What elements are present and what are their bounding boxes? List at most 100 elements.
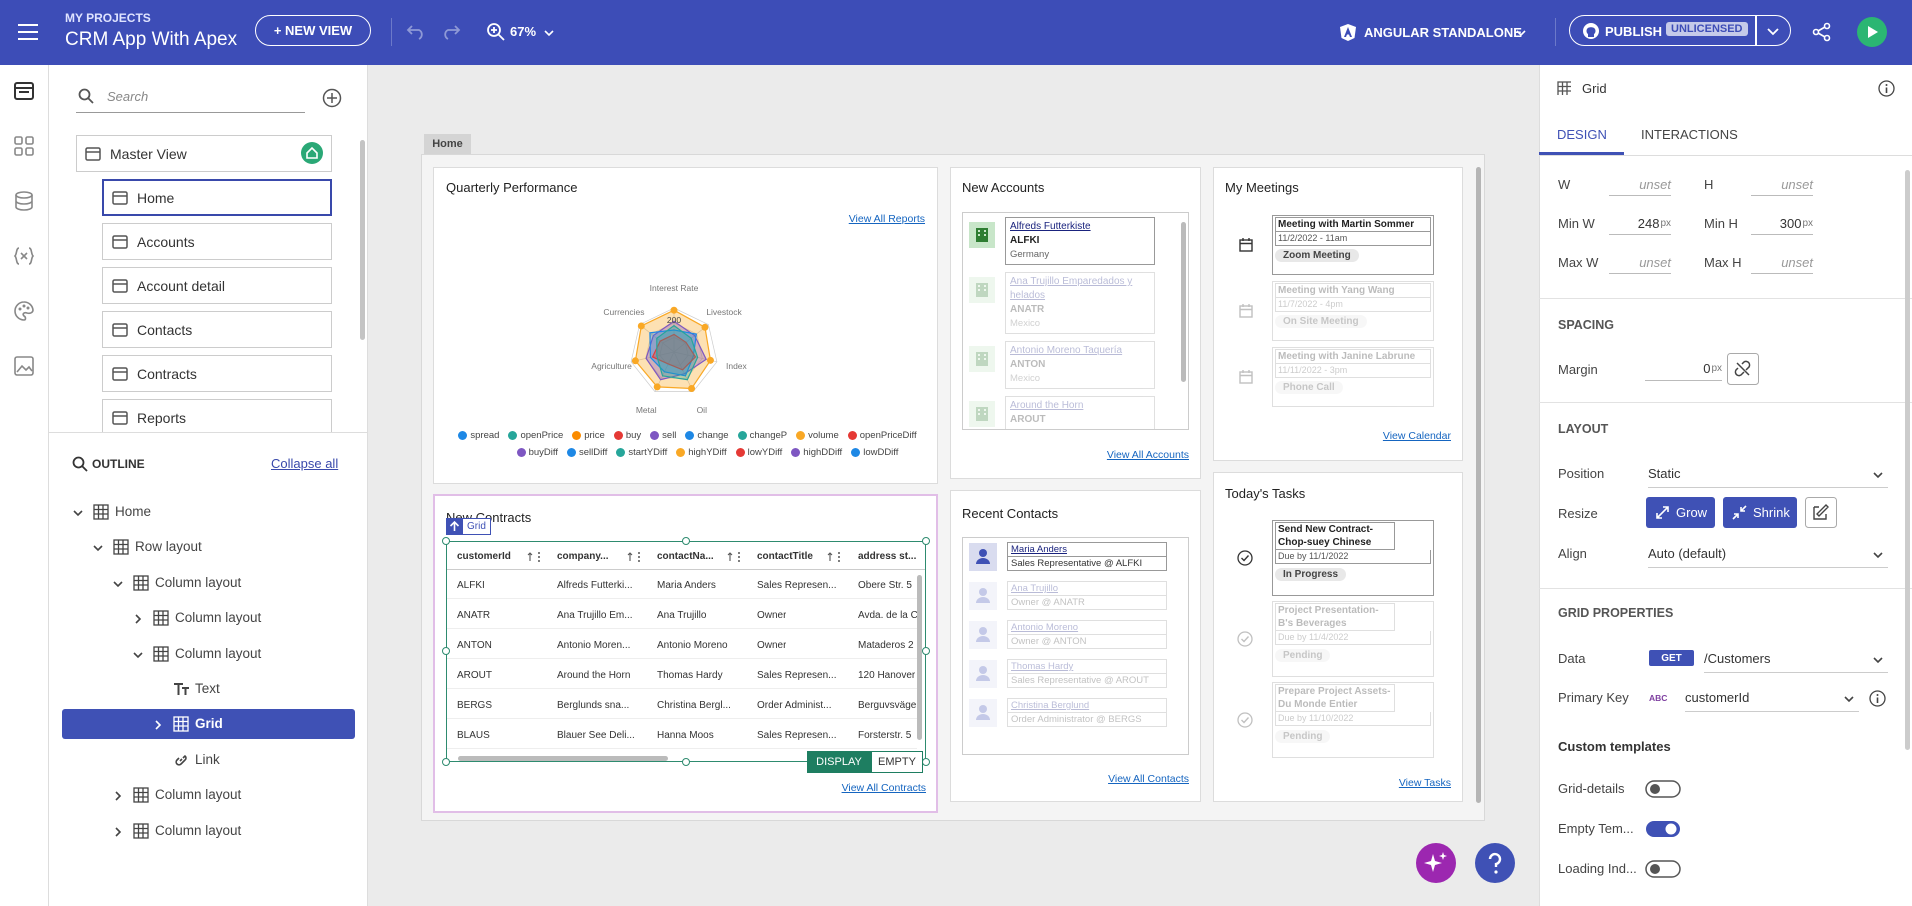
framework-chevron[interactable]: [1515, 26, 1527, 38]
margin-input[interactable]: 0 px: [1645, 357, 1722, 381]
grid-cell[interactable]: 120 Hanover: [858, 670, 916, 681]
grid-cell[interactable]: ALFKI: [457, 580, 485, 591]
select-box[interactable]: [1648, 542, 1888, 568]
zoom-chevron[interactable]: [543, 26, 555, 38]
grid-cell[interactable]: Ana Trujillo: [657, 610, 707, 621]
task-box[interactable]: Send New Contract- Chop-suey Chinese Due …: [1272, 520, 1434, 596]
edit-button[interactable]: [1805, 497, 1837, 528]
resize-handle[interactable]: [682, 758, 690, 766]
grid-cell[interactable]: Hanna Moos: [657, 730, 714, 741]
grid-cell[interactable]: Mataderos 2: [858, 640, 914, 651]
view-all-link[interactable]: View All Accounts: [1106, 449, 1189, 461]
tab[interactable]: DESIGN: [1557, 127, 1607, 142]
grid-cell[interactable]: Berglunds sna...: [557, 700, 630, 711]
view-item[interactable]: [102, 223, 332, 260]
grid-cell[interactable]: Obere Str. 5: [858, 580, 912, 591]
legend-item[interactable]: openPrice: [508, 430, 563, 441]
account-item[interactable]: Around the Horn AROUT UK: [969, 396, 1166, 429]
tree-label[interactable]: Column layout: [155, 574, 242, 590]
contact-name[interactable]: Antonio Moreno: [1007, 620, 1167, 635]
legend-item[interactable]: highYDiff: [676, 447, 727, 458]
column-menu[interactable]: [627, 550, 643, 562]
new-view-button[interactable]: + NEW VIEW: [255, 15, 371, 46]
grid-cell[interactable]: AROUT: [457, 670, 492, 681]
tree-label[interactable]: Column layout: [155, 822, 242, 838]
master-view-item[interactable]: [76, 135, 332, 172]
tree-toggle[interactable]: [132, 612, 144, 624]
select-box[interactable]: [1685, 686, 1859, 712]
task-box[interactable]: Project Presentation- B's Beverages Due b…: [1272, 601, 1434, 677]
grid-cell[interactable]: Sales Represen...: [757, 730, 837, 741]
grid-header[interactable]: customerId: [457, 551, 511, 562]
resize-handle[interactable]: [922, 647, 930, 655]
tree-label[interactable]: Column layout: [175, 610, 262, 626]
info-icon[interactable]: [1869, 690, 1886, 707]
grid-cell[interactable]: Antonio Moreno: [657, 640, 728, 651]
field-input[interactable]: unset: [1751, 252, 1813, 274]
grid-cell[interactable]: Forsterstr. 5: [858, 730, 912, 741]
tree-label[interactable]: Row layout: [135, 539, 202, 555]
tree-toggle[interactable]: [72, 506, 84, 518]
account-item[interactable]: Antonio Moreno Taquería ANTON Mexico: [969, 341, 1166, 389]
info-icon[interactable]: [1878, 80, 1895, 97]
grid-header[interactable]: address st...: [858, 551, 917, 562]
account-item[interactable]: Ana Trujillo Emparedados y helados ANATR M…: [969, 272, 1166, 334]
margin-link-button[interactable]: [1727, 353, 1759, 385]
resize-handle[interactable]: [922, 537, 930, 545]
legend-item[interactable]: change: [685, 430, 729, 441]
field-input[interactable]: 300 px: [1751, 213, 1813, 235]
grid-cell[interactable]: BERGS: [457, 700, 493, 711]
help-button[interactable]: [1475, 843, 1515, 883]
tree-label[interactable]: Link: [195, 751, 220, 767]
column-menu[interactable]: [727, 550, 743, 562]
search-input[interactable]: Search: [107, 89, 149, 104]
column-menu[interactable]: [827, 550, 843, 562]
toggle[interactable]: [1645, 780, 1681, 798]
zoom-level[interactable]: 67%: [510, 24, 537, 39]
contact-name[interactable]: Ana Trujillo: [1007, 581, 1167, 596]
share-icon[interactable]: [1812, 22, 1832, 42]
tree-toggle[interactable]: [132, 648, 144, 660]
publish-button[interactable]: [1569, 15, 1791, 46]
view-label[interactable]: Master View: [110, 146, 187, 162]
legend-item[interactable]: lowDDiff: [851, 447, 898, 458]
canvas-tab[interactable]: Home: [424, 134, 471, 154]
tree-toggle[interactable]: [92, 541, 104, 553]
publish-chevron[interactable]: [1766, 24, 1780, 38]
grid-cell[interactable]: Antonio Moren...: [557, 640, 631, 651]
toggle[interactable]: [1645, 820, 1681, 838]
view-label[interactable]: Reports: [137, 410, 187, 426]
view-label[interactable]: Account detail: [137, 278, 225, 294]
account-item[interactable]: Alfreds Futterkiste ALFKI Germany: [969, 217, 1166, 265]
resize-handle[interactable]: [442, 758, 450, 766]
account-name[interactable]: Ana Trujillo Emparedados y helados: [1010, 276, 1133, 301]
grid-cell[interactable]: ANATR: [457, 610, 491, 621]
framework-logo[interactable]: [1339, 23, 1357, 42]
tree-label[interactable]: Grid: [195, 716, 223, 732]
display-button[interactable]: DISPLAY: [807, 751, 871, 773]
toggle[interactable]: [1645, 860, 1681, 878]
rail-icon[interactable]: [13, 80, 35, 102]
publish-label[interactable]: PUBLISH: [1605, 24, 1663, 39]
view-item[interactable]: [102, 311, 332, 348]
legend-item[interactable]: lowYDiff: [735, 447, 782, 458]
grid-cell[interactable]: Alfreds Futterki...: [557, 580, 633, 591]
view-all-link[interactable]: View All Contacts: [1108, 773, 1189, 785]
grid-cell[interactable]: Berguvsväge: [858, 700, 917, 711]
grid-cell[interactable]: Owner: [757, 610, 787, 621]
grid-cell[interactable]: Blauer See Deli...: [557, 730, 635, 741]
meeting-box[interactable]: Meeting with Yang Wang 11/7/2022 - 4pm On …: [1272, 281, 1434, 341]
rail-icon[interactable]: [13, 355, 35, 377]
resize-handle[interactable]: [442, 647, 450, 655]
contact-item[interactable]: Antonio Moreno Owner @ ANTON: [969, 620, 1182, 649]
breadcrumb[interactable]: MY PROJECTS: [65, 11, 151, 25]
grid-cell[interactable]: Sales Represen...: [757, 670, 837, 681]
view-item[interactable]: [102, 355, 332, 392]
rail-icon[interactable]: [13, 135, 35, 157]
legend-item[interactable]: highDDiff: [791, 447, 842, 458]
view-item[interactable]: [102, 399, 332, 432]
view-all-link[interactable]: View Tasks: [1398, 777, 1451, 789]
resize-handle[interactable]: [922, 758, 930, 766]
account-name[interactable]: Antonio Moreno Taquería: [1010, 345, 1123, 356]
contact-item[interactable]: Thomas Hardy Sales Representative @ AROUT: [969, 659, 1182, 688]
